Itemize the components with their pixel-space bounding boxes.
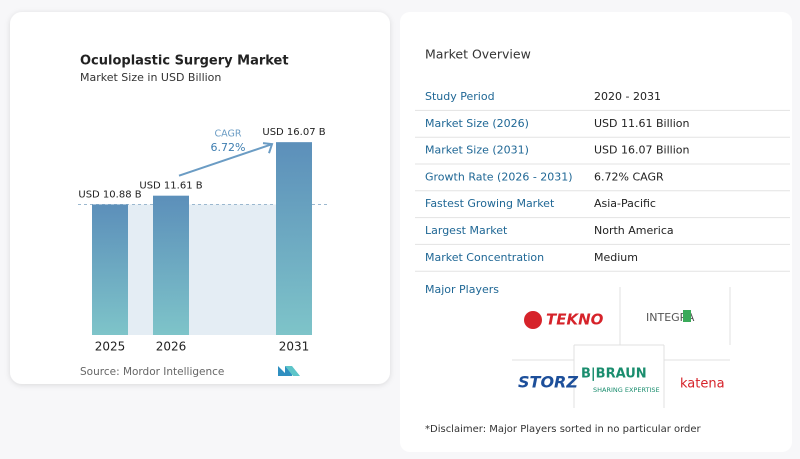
overview-title: Market Overview [425, 47, 531, 62]
overview-value: North America [594, 224, 674, 237]
player-logo: INTEGRA [646, 311, 695, 324]
bar [153, 195, 189, 335]
x-tick-label: 2025 [95, 340, 126, 354]
player-logo: STORZ [518, 373, 578, 392]
overview-value: 2020 - 2031 [594, 90, 661, 103]
players-title: Major Players [425, 283, 499, 296]
player-logo: SHARING EXPERTISE [593, 386, 660, 394]
overview-value: 6.72% CAGR [594, 170, 664, 183]
overview-value: USD 16.07 Billion [594, 144, 689, 157]
cagr-arrow [178, 143, 273, 177]
overview-label: Study Period [425, 90, 495, 103]
tekno-icon [524, 311, 542, 329]
bar [92, 204, 128, 335]
player-logo: B|BRAUN [581, 367, 647, 382]
x-tick-label: 2026 [156, 340, 187, 354]
overview-card [400, 12, 792, 452]
source: Source: Mordor Intelligence [80, 366, 224, 378]
chart-subtitle: Market Size in USD Billion [80, 71, 221, 84]
chart-title: Oculoplastic Surgery Market [80, 54, 289, 69]
disclaimer: *Disclaimer: Major Players sorted in no … [425, 424, 702, 435]
integra-icon [683, 310, 691, 322]
bar [276, 142, 312, 335]
overview-label: Market Size (2031) [425, 144, 529, 157]
overview-value: Medium [594, 251, 638, 264]
player-logo: TEKNO [546, 311, 604, 329]
cagr-arrowhead [262, 142, 274, 154]
overview-label: Largest Market [425, 224, 508, 237]
overview-label: Fastest Growing Market [425, 197, 555, 210]
cagr-label: CAGR [215, 129, 242, 140]
value-label: USD 10.88 B [78, 189, 141, 200]
overview-label: Market Concentration [425, 251, 544, 264]
value-label: USD 16.07 B [262, 127, 325, 138]
overview-label: Growth Rate (2026 - 2031) [425, 170, 573, 183]
shaded-area [110, 204, 294, 335]
value-label: USD 11.61 B [139, 181, 202, 192]
x-tick-label: 2031 [279, 340, 310, 354]
brand-logo [278, 366, 300, 376]
overview-value: Asia-Pacific [594, 197, 656, 210]
cagr-value: 6.72% [211, 141, 246, 154]
players-grid [512, 287, 731, 408]
player-logo: katena [680, 377, 725, 392]
overview-label: Market Size (2026) [425, 117, 529, 130]
overview-value: USD 11.61 Billion [594, 117, 689, 130]
